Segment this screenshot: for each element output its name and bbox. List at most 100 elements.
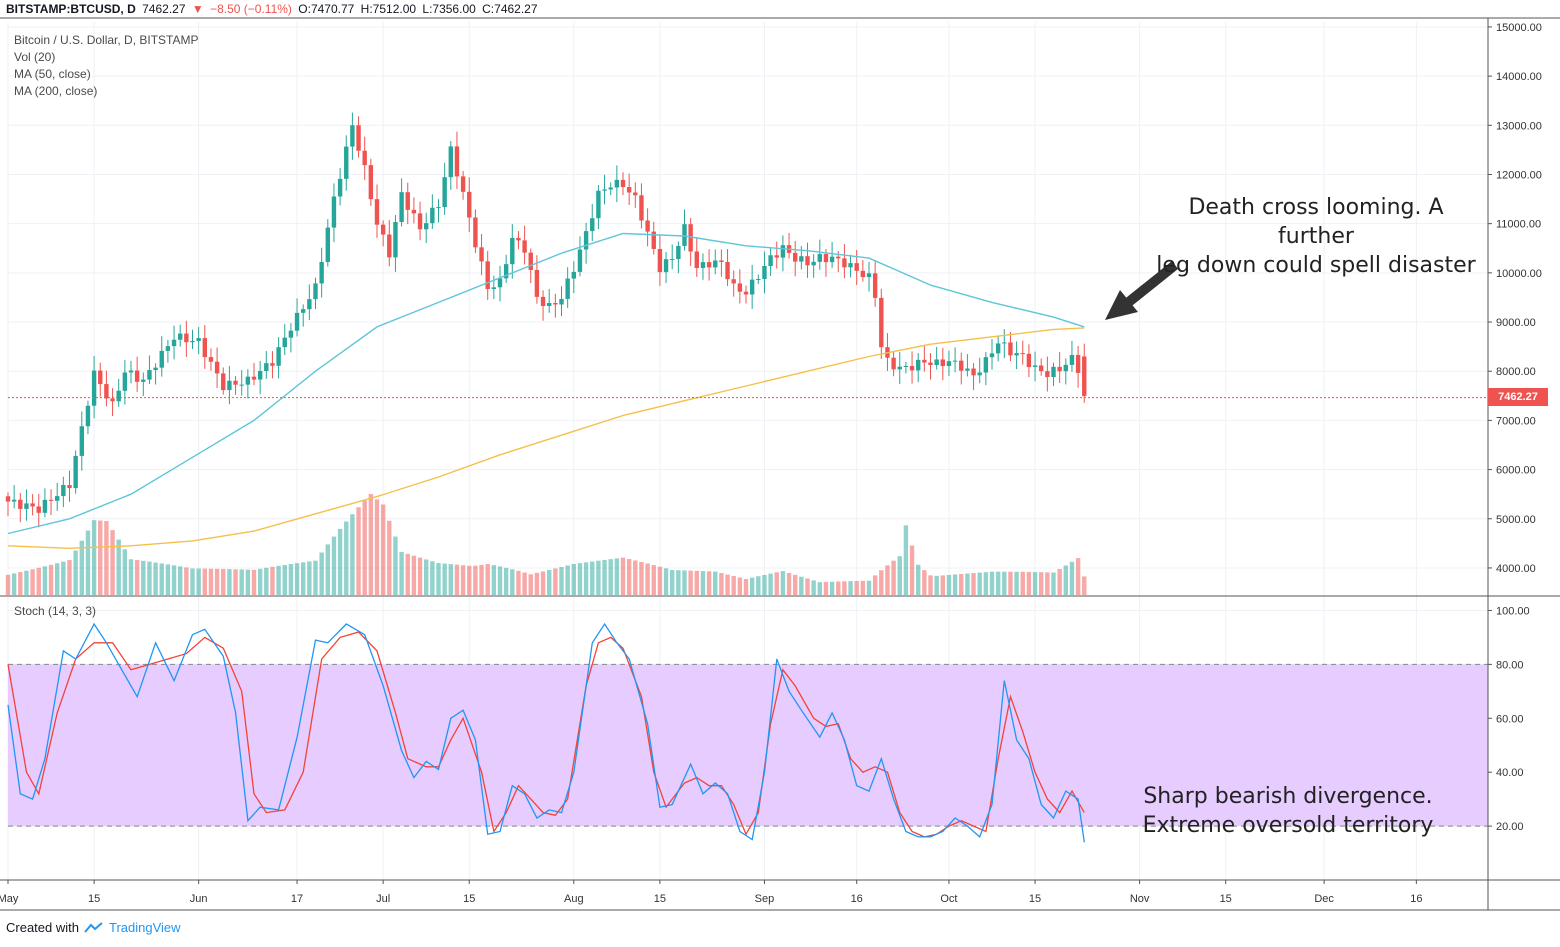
annotation-line: Death cross looming. A further <box>1188 195 1444 249</box>
volume-bar <box>5 574 11 595</box>
volume-bar <box>67 560 72 595</box>
candle-body <box>214 361 220 374</box>
volume-bar <box>208 568 214 595</box>
volume-bar <box>1051 572 1056 595</box>
volume-bar <box>860 580 866 595</box>
stoch-study-label[interactable]: Stoch (14, 3, 3) <box>14 604 97 618</box>
volume-bar <box>460 565 466 595</box>
candle-body <box>1069 355 1075 365</box>
candle-body <box>602 189 607 191</box>
volume-bar <box>368 494 374 595</box>
candle-body <box>350 125 355 147</box>
volume-bar <box>522 572 527 595</box>
volume-bar <box>620 557 626 595</box>
volume-bar <box>485 563 490 595</box>
candle-body <box>583 231 589 250</box>
candle-body <box>965 368 970 371</box>
candle-body <box>202 338 207 358</box>
candle-body <box>393 221 398 258</box>
volume-bar <box>553 568 558 595</box>
created-with-label: Created with <box>6 920 79 935</box>
volume-bar <box>934 575 939 595</box>
candle-body <box>522 240 527 253</box>
volume-bar <box>393 536 398 595</box>
volume-bar <box>184 567 189 595</box>
candle-body <box>245 376 251 385</box>
main-series-label[interactable]: Bitcoin / U.S. Dollar, D, BITSTAMP <box>14 33 199 47</box>
footer: Created with TradingView <box>6 920 181 935</box>
volume-bar <box>473 565 478 595</box>
volume-bar <box>565 565 570 595</box>
candle-body <box>1045 371 1050 378</box>
candle-body <box>780 245 786 258</box>
candle-body <box>436 207 441 209</box>
candle-body <box>417 213 423 230</box>
candle-body <box>282 337 287 348</box>
time-tick-label: 15 <box>1220 893 1232 905</box>
candle-body <box>694 251 699 268</box>
volume-bar <box>165 564 171 595</box>
volume-bar <box>854 580 859 595</box>
candle-body <box>264 363 269 371</box>
stoch-tick-label: 20.00 <box>1496 821 1524 833</box>
candle-body <box>276 347 281 366</box>
volume-bar <box>141 560 146 595</box>
volume-bar <box>227 569 232 595</box>
volume-bar <box>596 560 601 595</box>
candle-body <box>510 237 515 265</box>
volume-bar <box>178 566 183 595</box>
time-tick-label: 15 <box>463 893 475 905</box>
candle-body <box>227 380 232 391</box>
candle-body <box>331 196 337 228</box>
volume-bar <box>11 573 17 595</box>
stoch-overbought-oversold-band <box>8 664 1488 827</box>
candle-body <box>713 260 718 268</box>
candle-body <box>872 273 878 298</box>
candle-body <box>147 370 152 380</box>
candle-body <box>577 249 583 272</box>
candle-body <box>67 484 72 489</box>
candle-body <box>731 279 736 284</box>
candle-body <box>645 220 650 232</box>
volume-bar <box>805 578 810 595</box>
candle-body <box>559 298 564 305</box>
volume-bar <box>602 559 607 595</box>
volume-bar <box>1014 571 1019 595</box>
volume-bar <box>719 573 724 595</box>
volume-bar <box>18 572 23 595</box>
time-tick-label: 15 <box>1029 893 1041 905</box>
ma50-study-label[interactable]: MA (50, close) <box>14 67 91 81</box>
candle-body <box>971 368 976 376</box>
volume-bar <box>774 572 779 595</box>
volume-bar <box>725 574 730 595</box>
symbol-label[interactable]: BITSTAMP:BTCUSD, D <box>6 2 136 16</box>
volume-bar <box>48 564 54 595</box>
candle-body <box>879 297 884 348</box>
volume-bar <box>442 563 447 595</box>
volume-bar <box>313 560 318 595</box>
candle-body <box>448 146 453 178</box>
candle-body <box>547 302 552 306</box>
stoch-tick-label: 40.00 <box>1496 767 1524 779</box>
time-tick-label: 16 <box>851 893 863 905</box>
ma200-study-label[interactable]: MA (200, close) <box>14 84 98 98</box>
volume-bar <box>1008 571 1013 595</box>
candle-body <box>823 254 829 263</box>
candle-body <box>903 366 909 368</box>
volume-bar <box>85 530 91 595</box>
divergence-annotation: Sharp bearish divergence. Extreme overso… <box>1140 782 1436 840</box>
volume-bar <box>676 570 681 595</box>
tradingview-link[interactable]: TradingView <box>108 920 181 935</box>
candle-body <box>380 224 386 235</box>
candle-body <box>768 255 773 267</box>
vol-study-label[interactable]: Vol (20) <box>14 50 56 64</box>
price-tick-label: 6000.00 <box>1496 465 1536 477</box>
volume-bar <box>276 565 281 595</box>
candle-body <box>110 398 115 402</box>
candle-body <box>1057 366 1062 372</box>
candle-body <box>184 333 189 343</box>
volume-bar <box>319 552 324 595</box>
volume-bar <box>417 557 423 595</box>
candle-body <box>5 496 11 502</box>
